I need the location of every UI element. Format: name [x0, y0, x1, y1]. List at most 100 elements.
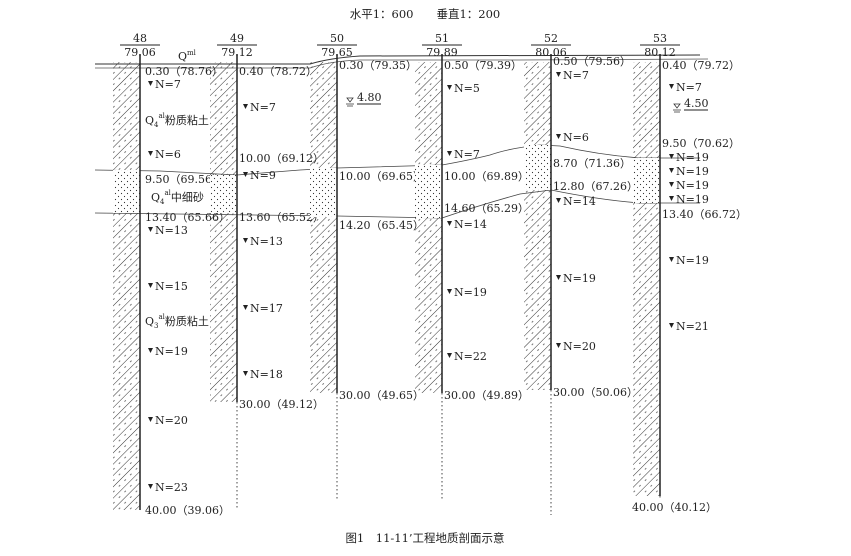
fill-layer-label: Qml	[178, 49, 197, 63]
spt-marker-icon	[148, 348, 153, 353]
depth-elevation-label: 0.40（78.72）	[239, 65, 317, 78]
clay-hatch-column	[310, 62, 337, 393]
spt-marker-icon	[556, 343, 561, 348]
spt-value: N=20	[563, 340, 596, 353]
spt-value: N=7	[676, 81, 702, 94]
spt-value: N=21	[676, 320, 709, 333]
sand-dot-column	[415, 165, 442, 218]
borehole-id: 50	[330, 32, 344, 45]
depth-elevation-label: 0.30（79.35）	[339, 59, 417, 72]
spt-marker-icon	[669, 182, 674, 187]
layer-labels: Qml Q4al粉质粘土 Q4al中细砂 Q3al粉质粘土	[145, 49, 209, 330]
layer-label-q4-silty-clay: Q4al粉质粘土	[145, 112, 209, 129]
sand-dot-column	[524, 145, 551, 190]
borehole-id: 51	[435, 32, 449, 45]
spt-marker-icon	[447, 353, 452, 358]
spt-value: N=19	[454, 286, 487, 299]
sand-dot-column	[633, 158, 660, 203]
figure-caption: 图1 11-11’工程地质剖面示意	[345, 531, 504, 545]
sand-dot-column	[113, 170, 140, 213]
spt-value: N=7	[250, 101, 276, 114]
depth-elevation-label: 9.50（70.62）	[662, 137, 740, 150]
spt-value: N=7	[155, 78, 181, 91]
borehole-elevation: 80.12	[644, 46, 676, 59]
layer-label-q4-fine-sand: Q4al中细砂	[151, 189, 204, 206]
spt-value: N=15	[155, 280, 188, 293]
spt-marker-icon	[243, 371, 248, 376]
spt-marker-icon	[556, 134, 561, 139]
clay-hatch-column	[113, 62, 140, 510]
spt-value: N=6	[563, 131, 589, 144]
depth-elevation-label: 30.00（50.06）	[553, 386, 638, 399]
borehole-id: 53	[653, 32, 667, 45]
borehole-elevation: 79.12	[221, 46, 253, 59]
clay-hatch-column	[210, 62, 237, 402]
spt-marker-icon	[556, 275, 561, 280]
spt-marker-icon	[243, 305, 248, 310]
spt-marker-icon	[243, 104, 248, 109]
spt-value: N=6	[155, 148, 181, 161]
spt-marker-icon	[447, 85, 452, 90]
spt-value: N=9	[250, 169, 276, 182]
spt-marker-icon	[447, 289, 452, 294]
borehole-id: 48	[133, 32, 147, 45]
borehole-elevation: 79.89	[426, 46, 458, 59]
spt-marker-icon	[556, 198, 561, 203]
depth-elevation-label: 10.00（69.89）	[444, 170, 529, 183]
spt-value: N=19	[676, 151, 709, 164]
spt-value: N=7	[454, 148, 480, 161]
depth-elevation-label: 13.60（65.52）	[239, 211, 324, 224]
spt-marker-icon	[148, 484, 153, 489]
spt-value: N=14	[454, 218, 487, 231]
depth-elevation-label: 30.00（49.12）	[239, 398, 324, 411]
spt-marker-icon	[148, 151, 153, 156]
boreholes: 4879.060.30（78.76）N=7N=69.50（69.56）13.40…	[113, 32, 747, 517]
depth-elevation-label: 13.40（65.66）	[145, 211, 230, 224]
spt-marker-icon	[669, 84, 674, 89]
spt-marker-icon	[148, 81, 153, 86]
water-level-depth: 4.50	[684, 97, 709, 110]
sand-top-boundary	[94, 144, 700, 176]
borehole-elevation: 79.06	[124, 46, 156, 59]
depth-elevation-label: 0.50（79.56）	[553, 55, 631, 68]
spt-marker-icon	[669, 154, 674, 159]
depth-elevation-label: 30.00（49.89）	[444, 389, 529, 402]
spt-marker-icon	[243, 172, 248, 177]
water-level-depth: 4.80	[357, 91, 382, 104]
spt-marker-icon	[148, 283, 153, 288]
depth-elevation-label: 13.40（66.72）	[662, 208, 747, 221]
spt-marker-icon	[669, 257, 674, 262]
depth-elevation-label: 8.70（71.36）	[553, 157, 631, 170]
spt-value: N=19	[155, 345, 188, 358]
spt-marker-icon	[447, 151, 452, 156]
spt-value: N=18	[250, 368, 283, 381]
clay-hatch-column	[633, 62, 660, 496]
spt-value: N=5	[454, 82, 480, 95]
depth-elevation-label: 0.30（78.76）	[145, 65, 223, 78]
depth-elevation-label: 14.20（65.45）	[339, 219, 424, 232]
borehole-53: 5380.120.40（79.72）N=74.509.50（70.62）N=19…	[632, 32, 747, 514]
depth-elevation-label: 14.60（65.29）	[444, 202, 529, 215]
scale-label: 水平1：600 垂直1：200	[350, 7, 501, 21]
layer-label-q3-silty-clay: Q3al粉质粘土	[145, 313, 209, 330]
depth-elevation-label: 10.00（69.65）	[339, 170, 424, 183]
spt-value: N=13	[250, 235, 283, 248]
borehole-id: 52	[544, 32, 558, 45]
borehole-id: 49	[230, 32, 244, 45]
depth-elevation-label: 40.00（39.06）	[145, 504, 230, 517]
spt-value: N=20	[155, 414, 188, 427]
spt-marker-icon	[243, 238, 248, 243]
spt-value: N=7	[563, 69, 589, 82]
depth-elevation-label: 30.00（49.65）	[339, 389, 424, 402]
depth-elevation-label: 0.50（79.39）	[444, 59, 522, 72]
spt-value: N=17	[250, 302, 283, 315]
sand-bottom-boundary	[94, 189, 700, 219]
depth-elevation-label: 40.00（40.12）	[632, 501, 717, 514]
